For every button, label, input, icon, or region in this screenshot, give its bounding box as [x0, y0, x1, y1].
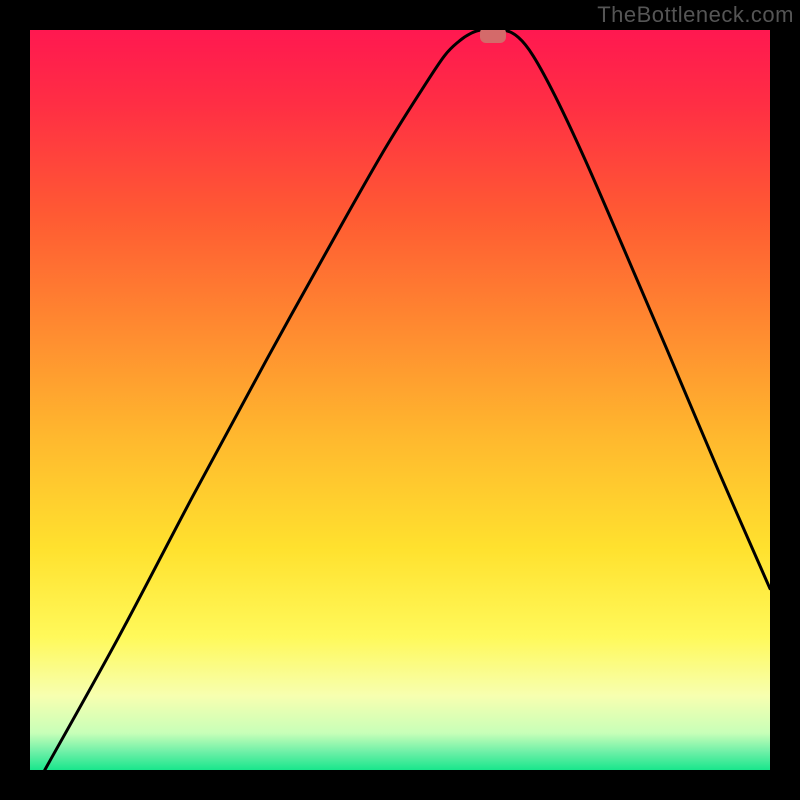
bottleneck-curve: [30, 30, 770, 770]
trough-marker: [480, 30, 506, 43]
plot-area: [30, 30, 770, 770]
watermark-text: TheBottleneck.com: [597, 2, 794, 28]
